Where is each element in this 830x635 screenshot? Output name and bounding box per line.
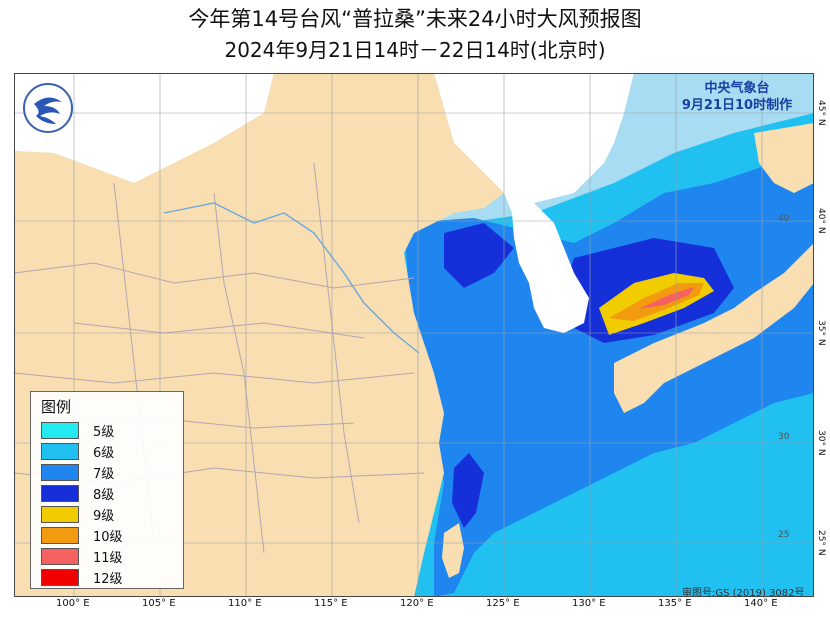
legend-item: 6级	[41, 441, 181, 461]
legend-label: 11级	[93, 551, 123, 566]
mongolia-region	[14, 73, 274, 183]
legend-label: 8级	[93, 488, 115, 503]
wind-8-south	[452, 453, 484, 528]
lon-label: 115° E	[314, 598, 348, 609]
legend-item: 10级	[41, 525, 181, 545]
lon-label: 140° E	[744, 598, 778, 609]
wind-11	[639, 287, 694, 309]
agency-name: 中央气象台	[704, 81, 770, 96]
legend-item: 8级	[41, 483, 181, 503]
wind-8-yellow-sea	[444, 223, 514, 288]
legend-swatch	[41, 422, 79, 439]
legend-item: 7级	[41, 462, 181, 482]
legend-swatch	[41, 464, 79, 481]
lon-label: 110° E	[228, 598, 262, 609]
approval-number: 审图号:GS (2019) 3082号	[682, 588, 805, 599]
legend-label: 12级	[93, 572, 123, 587]
legend-swatch	[41, 443, 79, 460]
legend-swatch	[41, 548, 79, 565]
issued-time: 9月21日10时制作	[681, 98, 793, 113]
russia-region	[434, 73, 634, 203]
lon-label: 130° E	[572, 598, 606, 609]
legend-label: 6级	[93, 446, 115, 461]
legend: 图例 5级 6级 7级 8级 9级 10级 11级 12级	[30, 391, 184, 589]
lat-label: 45° N	[816, 100, 826, 126]
legend-item: 12级	[41, 567, 181, 587]
lat-label: 35° N	[816, 320, 826, 346]
legend-item: 11级	[41, 546, 181, 566]
legend-item: 9级	[41, 504, 181, 524]
legend-label: 5级	[93, 425, 115, 440]
lon-label: 135° E	[658, 598, 692, 609]
legend-swatch	[41, 569, 79, 586]
legend-title: 图例	[41, 398, 72, 416]
map-subtitle: 2024年9月21日14时－22日14时(北京时)	[224, 38, 606, 62]
korea-land	[504, 193, 589, 333]
lon-label: 100° E	[56, 598, 90, 609]
lat-label: 30° N	[816, 430, 826, 456]
legend-swatch	[41, 506, 79, 523]
hokkaido-land	[754, 123, 814, 193]
legend-label: 10级	[93, 530, 123, 545]
legend-swatch	[41, 485, 79, 502]
legend-item: 5级	[41, 420, 181, 440]
taiwan-land	[442, 523, 464, 578]
lon-label: 120° E	[400, 598, 434, 609]
inner-lat-label: 40	[778, 214, 790, 224]
inner-lat-label: 30	[778, 432, 790, 442]
lat-label: 40° N	[816, 208, 826, 234]
lat-label: 25° N	[816, 530, 826, 556]
legend-swatch	[41, 527, 79, 544]
river	[163, 202, 420, 354]
inner-lat-label: 25	[778, 530, 790, 540]
lon-label: 125° E	[486, 598, 520, 609]
lon-label: 105° E	[142, 598, 176, 609]
cma-logo-icon	[23, 83, 73, 133]
map-title: 今年第14号台风“普拉桑”未来24小时大风预报图	[188, 7, 642, 31]
japan-land	[614, 243, 814, 413]
legend-label: 7级	[93, 467, 115, 482]
legend-label: 9级	[93, 509, 115, 524]
